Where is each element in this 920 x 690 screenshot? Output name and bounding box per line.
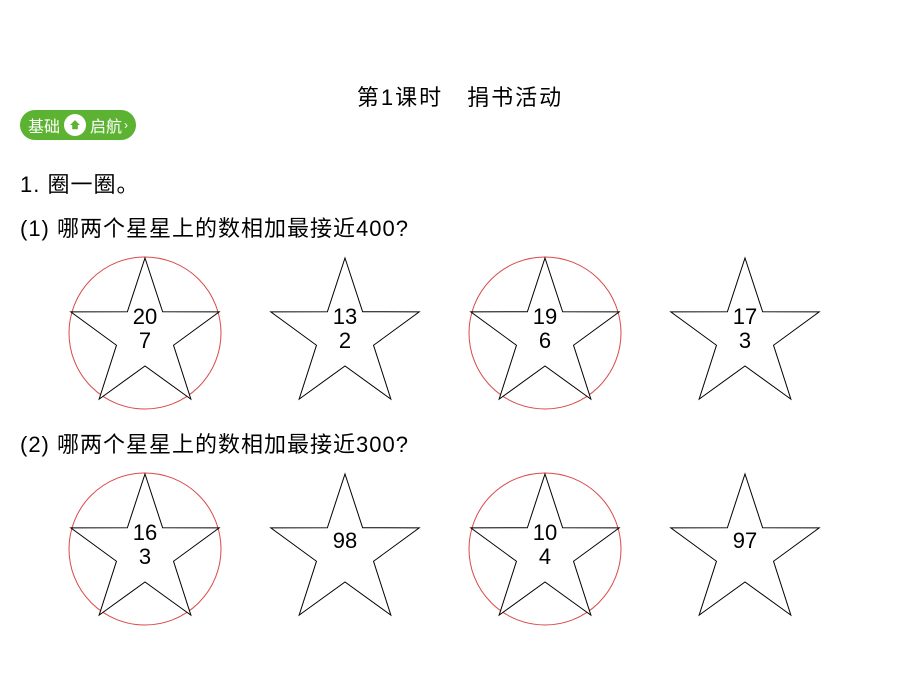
- star-number: 97: [660, 529, 830, 553]
- star: 163: [60, 467, 230, 627]
- star-number: 98: [260, 529, 430, 553]
- badge-left-text: 基础: [28, 113, 60, 137]
- badge-arrow: ›: [124, 118, 128, 132]
- house-icon: [68, 118, 82, 132]
- star: 98: [260, 467, 430, 627]
- sub-question-2-label: (2) 哪两个星星上的数相加最接近300?: [20, 427, 920, 459]
- page-title: 第1课时 捐书活动: [0, 0, 920, 112]
- star: 104: [460, 467, 630, 627]
- badge: 基础 启航 ›: [20, 110, 136, 140]
- stars-row-2: 163 98 104 97: [60, 467, 920, 627]
- star-number: 104: [460, 521, 630, 569]
- badge-right-text: 启航: [90, 113, 122, 137]
- star-number: 163: [60, 521, 230, 569]
- star-number: 207: [60, 305, 230, 353]
- sub-question-1-label: (1) 哪两个星星上的数相加最接近400?: [20, 211, 920, 243]
- star: 207: [60, 251, 230, 411]
- badge-house-circle: [64, 114, 86, 136]
- star: 97: [660, 467, 830, 627]
- star-number: 132: [260, 305, 430, 353]
- question-1-label: 1. 圈一圈。: [20, 167, 920, 199]
- star: 173: [660, 251, 830, 411]
- star: 132: [260, 251, 430, 411]
- stars-row-1: 207 132 196 173: [60, 251, 920, 411]
- star-number: 196: [460, 305, 630, 353]
- star-number: 173: [660, 305, 830, 353]
- star: 196: [460, 251, 630, 411]
